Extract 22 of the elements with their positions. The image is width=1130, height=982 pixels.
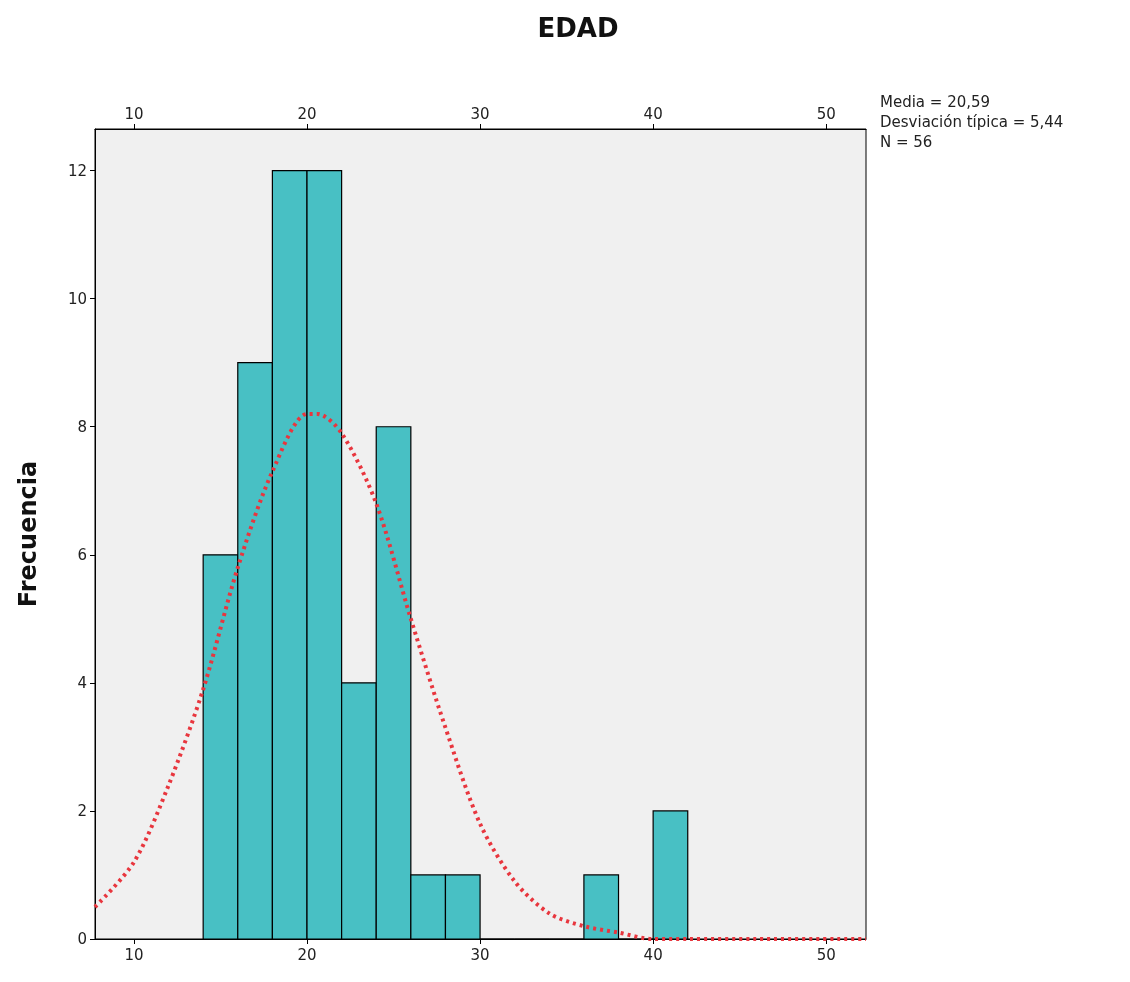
chart-title: EDAD xyxy=(537,13,619,43)
y-tick-label: 6 xyxy=(77,545,87,564)
text: N = 56 xyxy=(880,132,933,151)
x2-tick-label: 40 xyxy=(643,104,663,123)
x2-tick-label: 10 xyxy=(124,104,144,123)
text: Media = 20,59 xyxy=(880,92,991,111)
y-tick-label: 8 xyxy=(77,417,87,436)
x2-tick-label: 50 xyxy=(816,104,836,123)
y-axis-title: Frecuencia xyxy=(14,460,42,608)
x-tick-label: 30 xyxy=(470,945,490,964)
y-tick-label: 10 xyxy=(67,289,87,308)
x-tick-label: 50 xyxy=(816,945,836,964)
y-tick-label: 2 xyxy=(77,801,87,820)
x2-tick-label: 30 xyxy=(470,104,490,123)
x-tick-label: 10 xyxy=(124,945,144,964)
text: Desviación típica = 5,44 xyxy=(880,112,1064,131)
x2-tick-label: 20 xyxy=(297,104,317,123)
x-tick-label: 40 xyxy=(643,945,663,964)
y-tick-label: 12 xyxy=(67,161,87,180)
x-tick-label: 20 xyxy=(297,945,317,964)
y-tick-label: 0 xyxy=(77,930,87,948)
y-tick-label: 4 xyxy=(77,673,87,692)
